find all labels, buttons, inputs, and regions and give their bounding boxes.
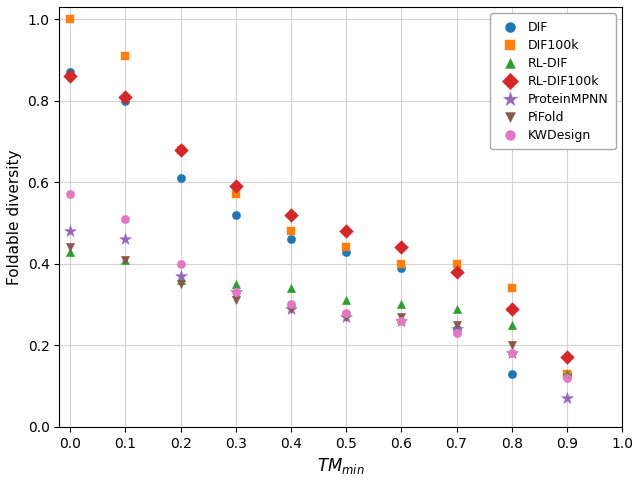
ProteinMPNN xyxy=(507,350,517,357)
PiFold xyxy=(507,341,517,349)
RL-DIF xyxy=(451,305,461,313)
ProteinMPNN xyxy=(451,325,461,333)
PiFold xyxy=(562,374,572,382)
RL-DIF100k xyxy=(341,227,351,235)
RL-DIF100k xyxy=(230,183,241,190)
PiFold xyxy=(175,280,186,288)
ProteinMPNN xyxy=(562,395,572,402)
DIF xyxy=(65,68,76,76)
RL-DIF xyxy=(562,370,572,378)
DIF xyxy=(396,264,406,271)
PiFold xyxy=(230,297,241,304)
DIF100k xyxy=(507,284,517,292)
RL-DIF xyxy=(286,284,296,292)
DIF100k xyxy=(175,146,186,154)
PiFold xyxy=(451,321,461,329)
KWDesign xyxy=(562,374,572,382)
KWDesign xyxy=(451,329,461,337)
KWDesign xyxy=(65,191,76,199)
ProteinMPNN xyxy=(286,305,296,313)
DIF100k xyxy=(120,52,131,60)
KWDesign xyxy=(230,288,241,296)
RL-DIF100k xyxy=(120,93,131,100)
RL-DIF xyxy=(65,248,76,256)
Y-axis label: Foldable diversity: Foldable diversity xyxy=(7,149,22,284)
DIF100k xyxy=(396,260,406,268)
ProteinMPNN xyxy=(230,288,241,296)
RL-DIF xyxy=(507,321,517,329)
DIF xyxy=(451,325,461,333)
DIF100k xyxy=(451,260,461,268)
RL-DIF100k xyxy=(507,305,517,313)
PiFold xyxy=(65,243,76,251)
DIF xyxy=(341,248,351,256)
RL-DIF100k xyxy=(451,268,461,276)
DIF xyxy=(175,174,186,182)
DIF100k xyxy=(286,227,296,235)
DIF100k xyxy=(562,370,572,378)
RL-DIF xyxy=(396,300,406,308)
Legend: DIF, DIF100k, RL-DIF, RL-DIF100k, ProteinMPNN, PiFold, KWDesign: DIF, DIF100k, RL-DIF, RL-DIF100k, Protei… xyxy=(490,13,616,149)
PiFold xyxy=(286,305,296,313)
KWDesign xyxy=(341,309,351,316)
PiFold xyxy=(120,256,131,264)
ProteinMPNN xyxy=(341,313,351,321)
RL-DIF xyxy=(341,297,351,304)
DIF xyxy=(230,211,241,219)
KWDesign xyxy=(175,260,186,268)
ProteinMPNN xyxy=(396,317,406,325)
KWDesign xyxy=(286,300,296,308)
RL-DIF100k xyxy=(175,146,186,154)
DIF100k xyxy=(230,191,241,199)
DIF xyxy=(507,370,517,378)
KWDesign xyxy=(396,317,406,325)
DIF100k xyxy=(65,15,76,23)
DIF xyxy=(562,370,572,378)
KWDesign xyxy=(507,350,517,357)
RL-DIF xyxy=(230,280,241,288)
ProteinMPNN xyxy=(175,272,186,280)
DIF100k xyxy=(341,243,351,251)
RL-DIF100k xyxy=(65,72,76,80)
X-axis label: $TM_{min}$: $TM_{min}$ xyxy=(317,456,364,476)
RL-DIF xyxy=(120,256,131,264)
RL-DIF100k xyxy=(562,354,572,361)
RL-DIF xyxy=(175,276,186,284)
RL-DIF100k xyxy=(396,243,406,251)
RL-DIF100k xyxy=(286,211,296,219)
PiFold xyxy=(341,313,351,321)
DIF xyxy=(286,235,296,243)
KWDesign xyxy=(120,215,131,223)
PiFold xyxy=(396,313,406,321)
ProteinMPNN xyxy=(65,227,76,235)
ProteinMPNN xyxy=(120,235,131,243)
DIF xyxy=(120,97,131,104)
